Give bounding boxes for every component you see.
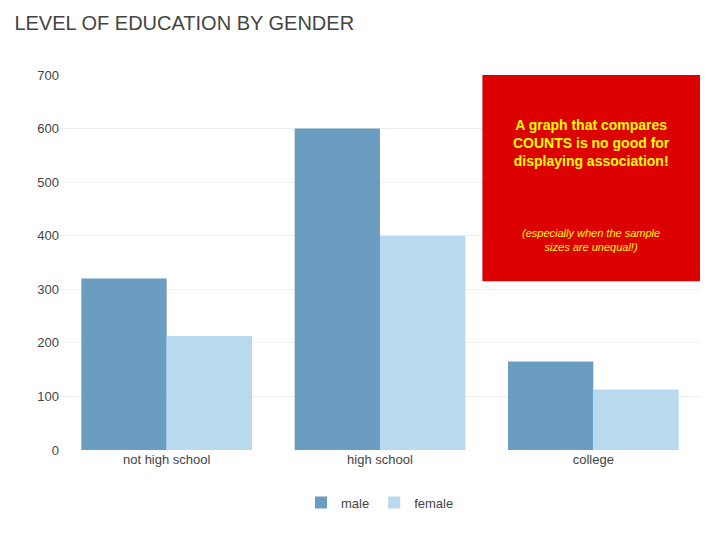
svg-text:female: female [414, 496, 453, 511]
svg-text:(especially when the samplesiz: (especially when the samplesizes are une… [522, 227, 660, 253]
svg-text:LEVEL OF EDUCATION BY GENDER: LEVEL OF EDUCATION BY GENDER [14, 12, 354, 34]
svg-text:male: male [341, 496, 369, 511]
svg-text:200: 200 [37, 335, 59, 350]
svg-text:0: 0 [52, 443, 59, 458]
svg-text:300: 300 [37, 282, 59, 297]
svg-text:700: 700 [37, 68, 59, 83]
svg-text:A graph that comparesCOUNTS is: A graph that comparesCOUNTS is no good f… [513, 117, 670, 169]
svg-text:college: college [573, 452, 614, 467]
svg-text:500: 500 [37, 175, 59, 190]
svg-text:400: 400 [37, 228, 59, 243]
svg-text:not high school: not high school [123, 452, 211, 467]
svg-text:high school: high school [347, 452, 413, 467]
svg-text:100: 100 [37, 389, 59, 404]
svg-text:600: 600 [37, 121, 59, 136]
